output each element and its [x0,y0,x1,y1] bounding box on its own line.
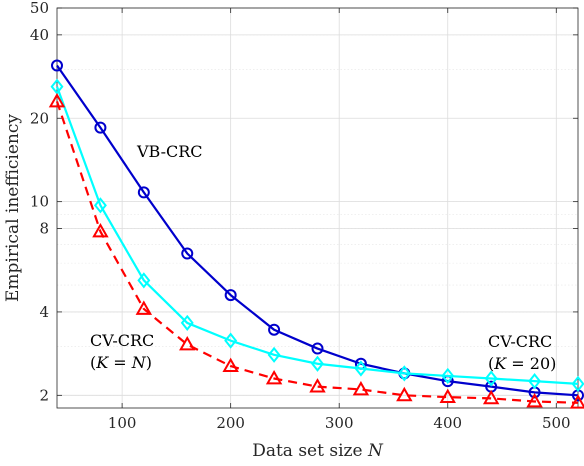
annotation-cv20-label: (K = 20) [488,354,556,373]
y-tick-label: 50 [30,0,49,17]
y-tick-label: 20 [30,109,49,127]
annotation-cvn-label: CV-CRC [90,331,154,350]
y-tick-label: 40 [30,26,49,44]
annotation-vb-label: VB-CRC [136,142,203,161]
y-tick-label: 4 [39,303,49,321]
x-tick-label: 100 [108,414,137,432]
y-tick-label: 10 [30,193,49,211]
x-tick-label: 200 [216,414,245,432]
x-axis-label: Data set size N [252,441,384,461]
x-tick-label: 500 [542,414,571,432]
x-tick-label: 400 [433,414,462,432]
y-tick-label: 2 [39,386,49,404]
x-tick-label: 300 [325,414,354,432]
y-tick-label: 8 [39,220,49,238]
annotation-cvn-label: (K = N) [90,353,152,372]
y-axis-label: Empirical inefficiency [3,114,23,302]
annotation-cv20-label: CV-CRC [488,332,552,351]
